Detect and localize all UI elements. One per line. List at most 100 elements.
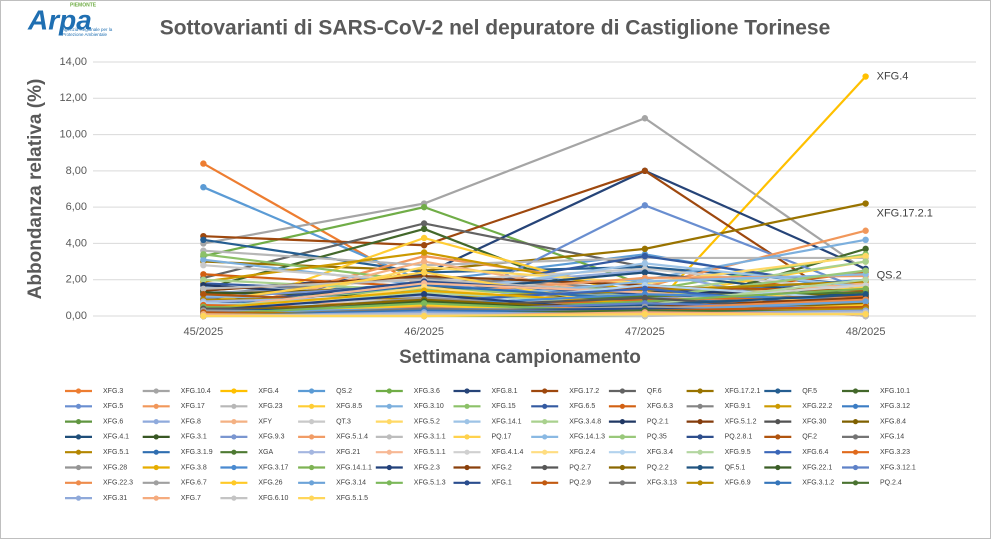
legend-label: XFG.2.3	[414, 464, 440, 471]
legend-marker	[542, 480, 548, 486]
legend-marker	[75, 419, 82, 425]
legend-marker	[153, 480, 159, 486]
data-point	[200, 291, 207, 298]
legend-label: XFG.3.4.8	[569, 418, 601, 425]
data-point	[641, 167, 649, 175]
legend-marker	[386, 388, 392, 394]
legend-label: XFG.3.10	[414, 403, 444, 410]
legend-marker	[697, 388, 703, 394]
legend-marker	[153, 434, 159, 440]
y-tick-label: 14,00	[59, 56, 87, 68]
legend-label: XFG.14.1	[492, 418, 522, 425]
legend-label: PQ.35	[647, 434, 667, 441]
legend-marker	[697, 434, 703, 440]
data-point	[420, 269, 428, 276]
logo-region: PIEMONTE	[70, 2, 97, 8]
legend-label: XFG.3.1.1	[414, 434, 446, 441]
series-line	[203, 313, 866, 318]
legend-marker	[75, 388, 82, 394]
legend-label: XFG.3.23	[880, 449, 910, 456]
legend-marker	[153, 388, 159, 394]
legend-label: XFG.4.1.4	[492, 449, 524, 456]
data-point	[862, 236, 869, 243]
legend-label: XFG.17.2	[569, 388, 599, 395]
legend-label: QS.2	[336, 388, 352, 395]
legend-marker	[231, 434, 237, 440]
legend-marker	[231, 495, 237, 501]
legend-marker	[153, 449, 159, 455]
data-point	[862, 267, 869, 274]
data-point	[200, 160, 207, 167]
data-point	[420, 203, 428, 211]
data-point	[862, 258, 869, 265]
legend-marker	[697, 403, 703, 409]
legend-label: XFG.31	[103, 495, 127, 502]
legend-label: XFG.9.5	[725, 449, 751, 456]
legend-marker	[386, 449, 392, 455]
legend-marker	[75, 495, 82, 501]
legend-marker	[75, 434, 82, 440]
y-tick-label: 10,00	[59, 128, 87, 140]
legend-marker	[309, 434, 315, 440]
legend-marker	[464, 403, 470, 409]
legend-label: XFG.17.2.1	[725, 388, 761, 395]
legend-label: QF.2	[802, 434, 817, 441]
legend-label: XFG.6.4	[802, 449, 828, 456]
logo-subtitle: Agenzia Regionale per la Protezione Ambi…	[62, 27, 113, 37]
legend-label: XFG.17	[181, 403, 205, 410]
legend-label: QF.6	[647, 388, 662, 395]
legend-marker	[153, 419, 159, 425]
legend-marker	[852, 480, 859, 486]
legend-label: QF.5	[802, 388, 817, 395]
legend-marker	[852, 449, 859, 455]
legend-label: XFG.6	[103, 418, 123, 425]
legend-label: XFG.3.12.1	[880, 464, 916, 471]
legend-label: PQ.2.4	[880, 480, 902, 487]
data-point	[641, 252, 649, 260]
legend-label: XFG.6.5	[569, 403, 595, 410]
legend-marker	[619, 403, 626, 409]
end-label: QS.2	[877, 269, 902, 281]
data-point	[200, 276, 207, 283]
data-point	[862, 227, 869, 234]
legend-label: PQ.17	[492, 434, 512, 441]
legend-label: XFG.5	[103, 403, 123, 410]
data-point	[641, 202, 649, 209]
legend-label: XFG.5.1.4	[336, 434, 368, 441]
legend-label: XFG.9.1	[725, 403, 751, 410]
legend-label: XFG.3.12	[880, 403, 910, 410]
legend-marker	[386, 434, 392, 440]
legend-marker	[542, 464, 548, 471]
data-point	[641, 260, 649, 267]
data-point	[862, 291, 869, 298]
legend-marker	[231, 480, 237, 486]
data-point	[420, 291, 428, 298]
legend-label: XFG.9.3	[258, 434, 284, 441]
legend-label: XFG.6.3	[647, 403, 673, 410]
legend-label: XFG.8.4	[880, 418, 906, 425]
legend-marker	[386, 480, 392, 486]
legend-label: XFG.3.6	[414, 388, 440, 395]
legend-marker	[464, 434, 470, 440]
legend-label: XFG.2	[492, 464, 512, 471]
data-point	[420, 312, 428, 320]
legend-label: XFG.8	[181, 418, 201, 425]
legend-label: XFG.22.3	[103, 480, 133, 487]
legend-marker	[464, 449, 470, 455]
legend-label: PQ.2.7	[569, 464, 591, 471]
legend-marker	[619, 434, 626, 440]
end-label: XFG.17.2.1	[877, 207, 933, 219]
data-point	[200, 236, 207, 243]
data-point	[420, 249, 428, 256]
legend-marker	[309, 419, 315, 425]
legend-marker	[852, 419, 859, 425]
data-point	[200, 262, 207, 269]
legend-marker	[386, 464, 392, 471]
legend-marker	[386, 403, 392, 409]
x-tick-label: 46/2025	[404, 326, 444, 338]
data-point	[420, 234, 428, 242]
data-point	[200, 271, 207, 278]
legend-label: XFG.14.1.1	[336, 464, 372, 471]
legend-label: XFG.6.9	[725, 480, 751, 487]
legend-label: XFG.3.14	[336, 480, 366, 487]
